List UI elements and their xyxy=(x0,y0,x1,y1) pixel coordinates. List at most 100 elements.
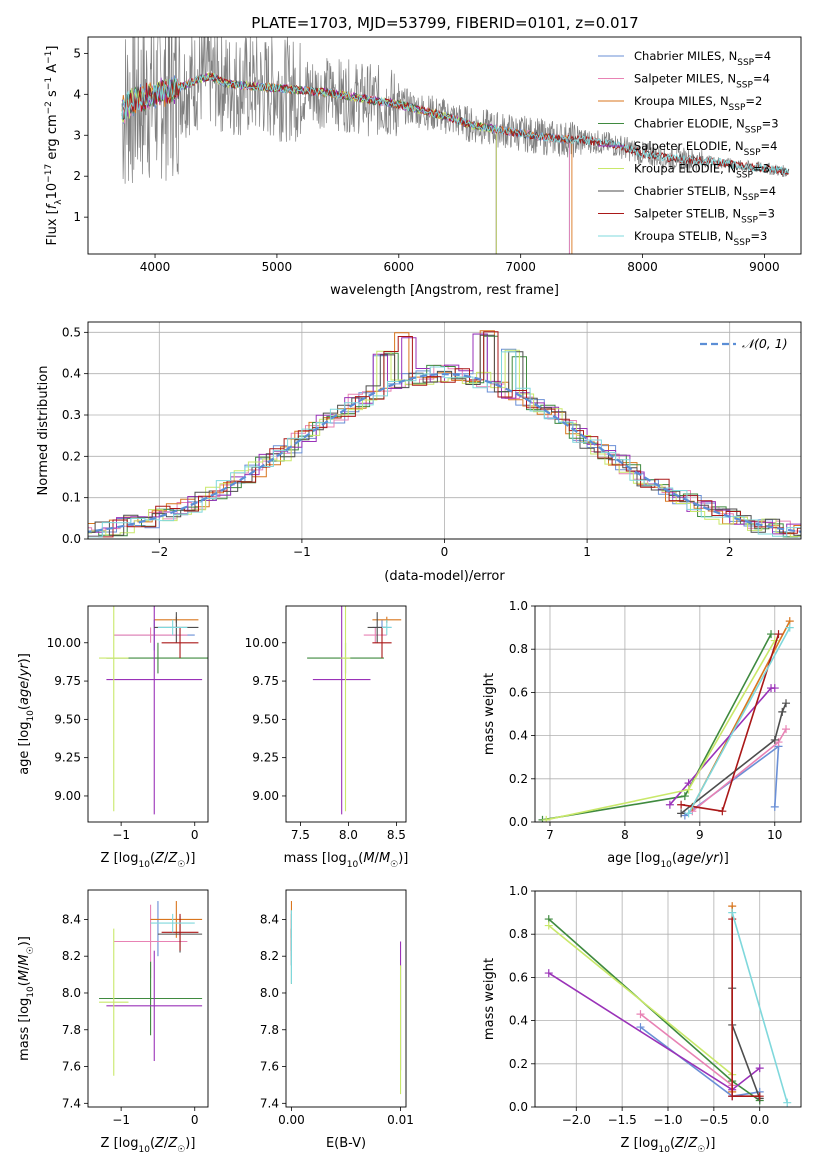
y-tick-label: 9.25 xyxy=(252,751,279,765)
marker-kroupa-elodie xyxy=(544,921,553,930)
y-tick-label: 8.2 xyxy=(260,949,279,963)
x-tick-label: 4000 xyxy=(140,260,171,274)
y-tick-label: 8.0 xyxy=(260,986,279,1000)
y-tick-label: 7.8 xyxy=(62,1023,81,1037)
legend-entry: Chabrier MILES, NSSP=4 xyxy=(634,49,771,68)
x-tick-label: −1 xyxy=(293,545,311,559)
marker-salpeter-stelib xyxy=(677,800,686,809)
x-axis-label: wavelength [Angstrom, rest frame] xyxy=(330,283,559,298)
marker-chabrier-stelib xyxy=(782,699,791,708)
axes-frame xyxy=(534,605,802,823)
y-tick-label: 8.2 xyxy=(62,949,81,963)
x-tick-label: −1.0 xyxy=(653,1113,682,1127)
marker-chabrier-elodie xyxy=(680,792,689,801)
marker-kroupa-elodie xyxy=(542,815,551,822)
y-tick-label: 0.4 xyxy=(509,729,528,743)
axes-age_vs_mass: 7.5 8.0 8.5 9.00 9.25 9.50 9.75 10.00 mass [log1… xyxy=(245,605,409,870)
y-axis-label: age [log10(age/yr)] xyxy=(17,653,36,775)
marker-chabrier-stelib xyxy=(770,735,779,744)
legend-entry: Salpeter ELODIE, NSSP=4 xyxy=(634,139,777,158)
y-tick-label: 0.0 xyxy=(62,532,81,546)
weight-lines xyxy=(538,617,794,822)
y-tick-label: 0.0 xyxy=(509,815,528,829)
y-tick-label: 1.0 xyxy=(509,599,528,613)
y-tick-label: 8.4 xyxy=(260,912,279,926)
line-chabrier-elodie xyxy=(548,918,761,1102)
y-axis-label: mass weight xyxy=(482,673,497,755)
y-tick-label: 0.4 xyxy=(62,367,81,381)
marker-chabrier-miles xyxy=(636,1023,645,1032)
line-chabrier-stelib xyxy=(680,702,787,815)
line-kroupa-stelib xyxy=(731,912,788,1103)
y-axis-label: mass weight xyxy=(482,958,497,1040)
axes-frame xyxy=(534,890,802,1108)
x-tick-label: 9000 xyxy=(749,260,780,274)
x-tick-label: 6000 xyxy=(384,260,415,274)
axes-weight_vs_age: 7 8 9 10 0.0 0.2 0.4 0.6 0.8 1.0 age [log10(age/yr… xyxy=(482,599,802,870)
x-tick-label: 0 xyxy=(441,545,449,559)
marker-kroupa-stelib xyxy=(785,623,794,632)
error-bars xyxy=(99,606,208,815)
x-tick-label: 0 xyxy=(191,1113,199,1127)
y-tick-label: 0.2 xyxy=(509,1057,528,1071)
marker-salpeter-miles xyxy=(782,725,791,734)
axes-frame xyxy=(87,36,802,255)
legend-entry: Chabrier ELODIE, NSSP=3 xyxy=(634,117,779,136)
x-tick-label: 10 xyxy=(767,828,782,842)
x-tick-label: 8.5 xyxy=(387,828,406,842)
x-axis-label: age [log10(age/yr)] xyxy=(607,851,729,870)
y-tick-label: 0.0 xyxy=(509,1100,528,1114)
marker-salpeter-elodie xyxy=(770,684,779,693)
x-axis-label: mass [log10(M/M☉)] xyxy=(284,851,409,870)
y-tick-label: 4 xyxy=(73,87,81,101)
legend-entry: Salpeter MILES, NSSP=4 xyxy=(634,72,770,91)
histogram-salpeter-miles xyxy=(88,364,801,532)
y-tick-label: 0.6 xyxy=(509,970,528,984)
x-axis-label: Z [log10(Z/Z☉)] xyxy=(621,1136,716,1155)
axes-residuals: −2 −1 0 1 2 0.0 0.1 0.2 0.3 0.4 0.5 (data-model)/er… xyxy=(36,321,802,584)
y-tick-label: 0.8 xyxy=(509,642,528,656)
axes-spectrum: 4000 5000 6000 7000 8000 9000 1 2 3 4 5 wavelength … xyxy=(44,36,802,298)
axes-frame xyxy=(285,605,407,823)
y-tick-label: 0.5 xyxy=(62,325,81,339)
axes-age_vs_Z: −1 0 9.00 9.25 9.50 9.75 10.00 Z [log10(Z/Z☉)] a… xyxy=(17,605,209,870)
marker-kroupa-stelib xyxy=(684,809,693,818)
marker-salpeter-stelib xyxy=(755,1092,764,1101)
line-salpeter-stelib xyxy=(731,919,760,1097)
legend-entry: Kroupa ELODIE, NSSP=3 xyxy=(634,162,770,181)
y-tick-label: 5 xyxy=(73,46,81,60)
x-tick-label: −2 xyxy=(150,545,168,559)
error-bars xyxy=(290,901,402,1095)
marker-kroupa-stelib xyxy=(783,1098,792,1107)
y-tick-label: 7.4 xyxy=(260,1096,279,1110)
x-tick-label: 7.5 xyxy=(291,828,310,842)
histogram-kroupa-stelib xyxy=(88,351,801,538)
y-tick-label: 9.75 xyxy=(54,674,81,688)
line-kroupa-elodie xyxy=(546,640,776,821)
y-tick-label: 1 xyxy=(73,210,81,224)
y-tick-label: 7.6 xyxy=(260,1060,279,1074)
y-axis-label: mass [log10(M/M☉)] xyxy=(17,936,36,1061)
marker-chabrier-stelib xyxy=(778,707,787,716)
error-bars xyxy=(307,606,402,815)
y-tick-label: 10.00 xyxy=(245,636,279,650)
y-tick-label: 0.6 xyxy=(509,685,528,699)
legend-entry: Salpeter STELIB, NSSP=3 xyxy=(634,207,775,226)
error-bars xyxy=(99,901,203,1076)
y-tick-label: 9.50 xyxy=(54,712,81,726)
y-tick-label: 0.1 xyxy=(62,491,81,505)
axes-weight_vs_Z: −2.0 −1.5 −1.0 −0.5 0.0 0.0 0.2 0.4 0.6 0.8 1.0 Z [… xyxy=(482,884,802,1155)
line-kroupa-elodie xyxy=(548,924,733,1076)
gaussian-curve xyxy=(88,372,801,533)
legend-entry: 𝒩(0, 1) xyxy=(742,336,788,351)
y-tick-label: 0.4 xyxy=(509,1014,528,1028)
marker-kroupa-elodie xyxy=(684,785,693,794)
line-chabrier-miles xyxy=(640,1026,760,1098)
x-tick-label: 7000 xyxy=(505,260,536,274)
marker-salpeter-elodie xyxy=(544,969,553,978)
x-tick-label: −1.5 xyxy=(608,1113,637,1127)
axes-mass_vs_ebv: 0.00 0.01 7.4 7.6 7.8 8.0 8.2 8.4 E(B-V) xyxy=(260,889,414,1151)
legend-entry: Kroupa STELIB, NSSP=3 xyxy=(634,229,767,248)
x-tick-label: 8 xyxy=(621,828,629,842)
y-tick-label: 3 xyxy=(73,128,81,142)
